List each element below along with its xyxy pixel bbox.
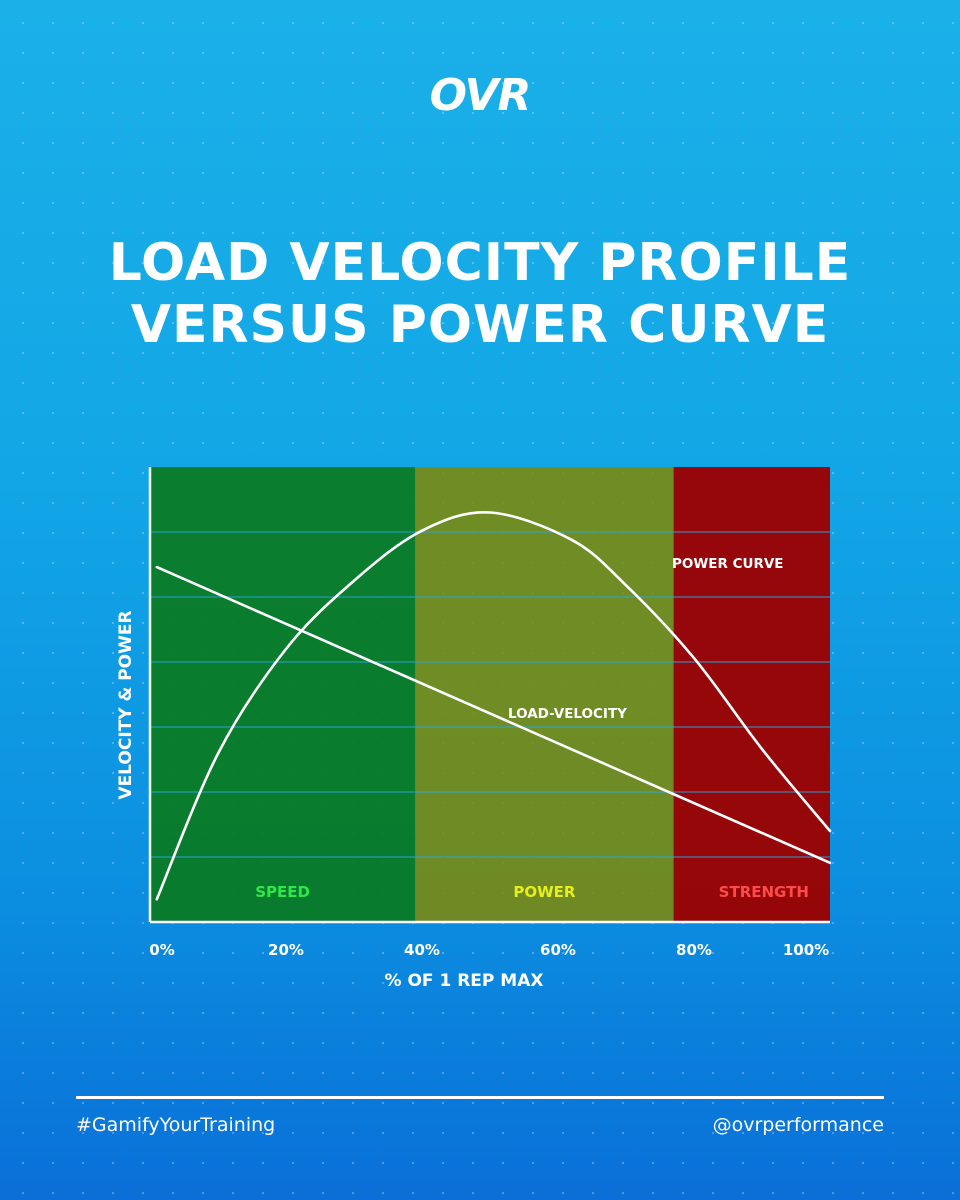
y-axis-label: VELOCITY & POWER bbox=[116, 610, 136, 799]
series-label-load-velocity: LOAD-VELOCITY bbox=[508, 706, 627, 722]
x-tick-label: 0% bbox=[149, 941, 174, 959]
zone-label-power: POWER bbox=[513, 883, 576, 901]
series-power-curve bbox=[155, 511, 832, 901]
zone-label-speed: SPEED bbox=[255, 883, 310, 901]
title-line-2: VERSUS POWER CURVE bbox=[130, 295, 830, 355]
x-tick-label: 80% bbox=[676, 941, 712, 959]
x-tick-label: 20% bbox=[268, 941, 304, 959]
series-label-power-curve: POWER CURVE bbox=[672, 556, 784, 572]
series-load-velocity bbox=[155, 565, 832, 865]
footer-handle: @ovrperformance bbox=[712, 1114, 884, 1136]
x-tick-label: 40% bbox=[404, 941, 440, 959]
footer-hashtag: #GamifyYourTraining bbox=[76, 1114, 276, 1136]
x-axis-label: % OF 1 REP MAX bbox=[385, 971, 544, 991]
zone-speed bbox=[150, 467, 416, 922]
x-tick-label: 60% bbox=[540, 941, 576, 959]
title-line-1: LOAD VELOCITY PROFILE bbox=[108, 233, 852, 293]
x-tick-label: 100% bbox=[783, 941, 829, 959]
zone-label-strength: STRENGTH bbox=[719, 883, 809, 901]
footer-divider bbox=[76, 1096, 884, 1099]
page-title: LOAD VELOCITY PROFILE VERSUS POWER CURVE bbox=[0, 232, 960, 356]
ovr-logo: OVR bbox=[429, 70, 532, 121]
zone-power bbox=[415, 467, 674, 922]
zone-strength bbox=[673, 467, 830, 922]
